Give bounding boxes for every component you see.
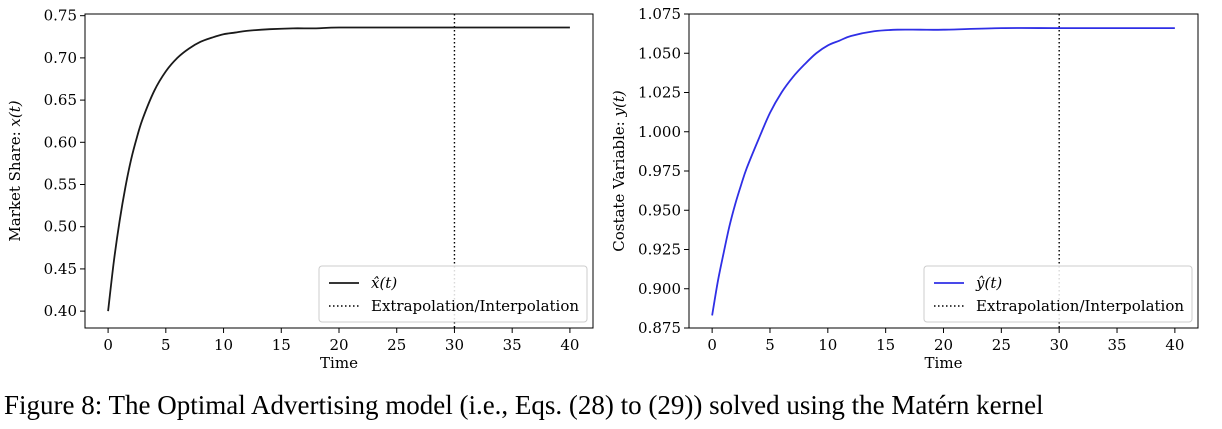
x-tick-label: 10 [214, 336, 233, 354]
x-tick-label: 15 [272, 336, 291, 354]
y-axis-label: Market Share: x(t) [6, 100, 24, 241]
y-tick-label: 0.45 [44, 260, 77, 278]
legend-label-series: x̂(t) [371, 274, 397, 292]
figure-charts: 0 5 10 15 20 25 30 35 40 0.40 0.45 0.50 0.55 0.60 0.65… [6, 5, 1199, 372]
x-tick-label: 40 [1165, 336, 1184, 354]
y-tick-label: 0.900 [638, 280, 681, 298]
y-tick-label: 1.050 [638, 44, 681, 62]
x-tick-label: 20 [934, 336, 953, 354]
y-tick-label: 0.950 [638, 201, 681, 219]
y-tick-label: 0.925 [638, 241, 681, 259]
y-tick-label: 0.75 [44, 7, 77, 25]
x-tick-label: 40 [560, 336, 579, 354]
market-share-chart: 0 5 10 15 20 25 30 35 40 0.40 0.45 0.50 0.55 0.60 0.65… [6, 7, 594, 372]
legend-label-series: ŷ(t) [975, 274, 1002, 292]
y-tick-label: 1.000 [638, 123, 681, 141]
x-tick-label: 5 [765, 336, 775, 354]
series-line [711, 27, 1175, 316]
x-tick-label: 30 [445, 336, 464, 354]
y-tick-label: 0.40 [44, 302, 77, 320]
y-tick-label: 1.075 [638, 5, 681, 23]
x-tick-label: 15 [876, 336, 895, 354]
costate-variable-chart: 0 5 10 15 20 25 30 35 40 0.875 0.900 0.925 0.950 0.97… [610, 5, 1199, 372]
legend-box [923, 265, 1193, 323]
legend-label-vline: Extrapolation/Interpolation [371, 297, 579, 315]
y-tick-label: 0.70 [44, 49, 77, 67]
x-tick-label: 25 [387, 336, 406, 354]
x-tick-label: 5 [161, 336, 171, 354]
y-tick-label: 1.025 [638, 84, 681, 102]
x-tick-label: 20 [329, 336, 348, 354]
x-axis-label: Time [925, 354, 963, 372]
legend-label-vline: Extrapolation/Interpolation [976, 297, 1184, 315]
x-tick-label: 35 [1107, 336, 1126, 354]
x-tick-label: 10 [818, 336, 837, 354]
y-tick-label: 0.975 [638, 162, 681, 180]
legend-box [318, 265, 588, 323]
x-tick-label: 25 [992, 336, 1011, 354]
y-tick-label: 0.50 [44, 218, 77, 236]
x-axis-label: Time [320, 354, 358, 372]
y-tick-label: 0.60 [44, 133, 77, 151]
x-tick-label: 0 [707, 336, 717, 354]
x-tick-label: 35 [503, 336, 522, 354]
y-tick-label: 0.875 [638, 319, 681, 337]
x-tick-label: 30 [1050, 336, 1069, 354]
series-line [107, 26, 570, 312]
y-tick-label: 0.65 [44, 91, 77, 109]
x-tick-label: 0 [103, 336, 113, 354]
figure-caption: Figure 8: The Optimal Advertising model … [4, 390, 1044, 420]
y-tick-label: 0.55 [44, 176, 77, 194]
y-axis-label: Costate Variable: y(t) [610, 90, 628, 252]
